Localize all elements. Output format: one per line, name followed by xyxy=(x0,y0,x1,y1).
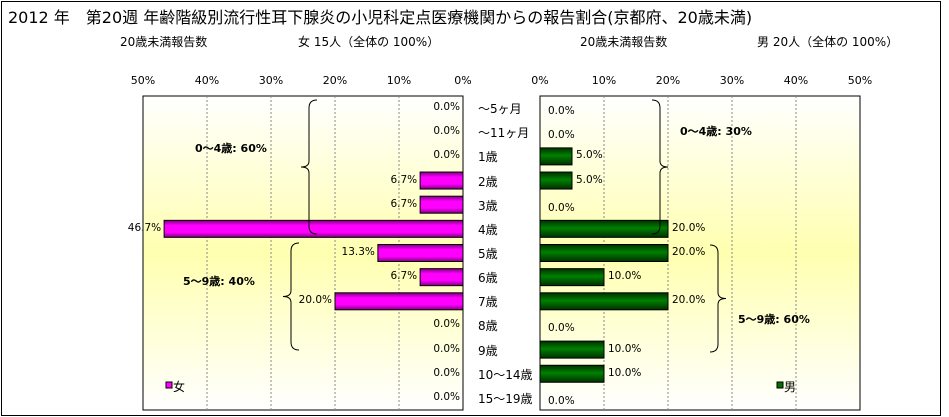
female-data-label: 46.7% xyxy=(127,221,162,234)
female-bar xyxy=(334,292,464,311)
female-x-tick: 50% xyxy=(130,74,156,87)
female-brace-5-9 xyxy=(282,242,300,351)
male-bar xyxy=(539,219,669,238)
female-legend-swatch xyxy=(165,381,173,389)
male-data-label: 0.0% xyxy=(548,201,575,214)
male-data-label: 20.0% xyxy=(672,246,706,258)
male-brace-5-9 xyxy=(709,244,727,353)
female-bar xyxy=(419,268,464,287)
male-subtitle-right: 男 20人（全体の 100%） xyxy=(757,35,899,49)
female-subtitle-right: 女 15人（全体の 100%） xyxy=(298,35,440,49)
category-label: 9歳 xyxy=(478,343,498,358)
category-label: 10～14歳 xyxy=(478,367,533,382)
male-annotation-0-4: 0～4歳: 30% xyxy=(680,125,752,138)
female-data-label: 0.0% xyxy=(433,101,460,114)
male-annotation-5-9: 5～9歳: 60% xyxy=(738,313,810,326)
female-x-tick: 40% xyxy=(194,74,220,87)
male-x-tick: 0% xyxy=(531,74,549,87)
male-x-tick: 50% xyxy=(847,74,873,87)
female-data-label: 0.0% xyxy=(433,125,460,138)
female-x-tick: 0% xyxy=(454,74,472,87)
male-x-tick: 10% xyxy=(591,74,617,87)
female-data-label: 6.7% xyxy=(390,173,418,186)
male-data-label: 20.0% xyxy=(672,221,706,234)
female-data-label: 6.7% xyxy=(390,270,418,283)
male-data-label: 10.0% xyxy=(608,342,642,355)
male-bar xyxy=(539,364,605,383)
male-bar xyxy=(539,171,573,190)
female-data-label: 0.0% xyxy=(433,149,460,162)
category-label: 5歳 xyxy=(478,247,498,261)
female-data-label: 13.3% xyxy=(341,246,375,258)
category-label: ～5ヶ月 xyxy=(478,102,522,117)
male-data-label: 0.0% xyxy=(548,322,575,335)
female-annotation-0-4: 0～4歳: 60% xyxy=(195,142,267,155)
male-bar xyxy=(539,340,605,359)
male-data-label: 5.0% xyxy=(576,149,603,162)
female-legend-label: 女 xyxy=(173,380,186,394)
category-label: 1歳 xyxy=(478,150,498,165)
category-label: 2歳 xyxy=(478,174,498,189)
male-x-tick: 20% xyxy=(655,74,681,87)
chart-title: 2012 年 第20週 年齢階級別流行性耳下腺炎の小児科定点医療機関からの報告割… xyxy=(8,8,753,27)
female-bar xyxy=(163,219,464,238)
category-label: ～11ヶ月 xyxy=(478,126,530,141)
female-annotation-5-9: 5～9歳: 40% xyxy=(183,275,255,288)
female-data-label: 20.0% xyxy=(298,294,332,307)
female-bar xyxy=(419,171,464,190)
category-label: 6歳 xyxy=(478,271,498,286)
category-label: 7歳 xyxy=(478,295,498,310)
female-brace-0-4 xyxy=(300,99,318,235)
female-x-tick: 20% xyxy=(322,74,348,87)
female-subtitle-left: 20歳未満報告数 xyxy=(120,35,208,49)
male-legend-label: 男 xyxy=(784,380,797,394)
female-bar xyxy=(377,244,464,262)
male-x-tick: 30% xyxy=(719,74,745,87)
male-bar xyxy=(539,147,573,166)
female-data-label: 0.0% xyxy=(433,318,460,331)
male-data-label: 10.0% xyxy=(608,270,642,283)
male-bar xyxy=(539,244,669,262)
female-data-label: 0.0% xyxy=(433,390,460,403)
male-brace-0-4 xyxy=(651,99,669,235)
male-data-label: 5.0% xyxy=(576,173,603,186)
male-data-label: 10.0% xyxy=(608,366,642,379)
female-data-label: 0.0% xyxy=(433,342,460,355)
category-label: 15～19歳 xyxy=(478,391,533,406)
category-label: 3歳 xyxy=(478,198,498,213)
male-data-label: 0.0% xyxy=(548,129,575,142)
male-data-label: 0.0% xyxy=(548,394,575,407)
female-data-label: 6.7% xyxy=(390,197,418,210)
male-bar xyxy=(539,292,669,311)
male-legend-swatch xyxy=(776,381,784,389)
female-bar xyxy=(419,195,464,214)
category-label: 8歳 xyxy=(478,319,498,334)
female-data-label: 0.0% xyxy=(433,366,460,379)
female-x-tick: 10% xyxy=(386,74,412,87)
male-data-label: 0.0% xyxy=(548,105,575,118)
male-x-tick: 40% xyxy=(783,74,809,87)
female-x-tick: 30% xyxy=(258,74,284,87)
male-subtitle-left: 20歳未満報告数 xyxy=(580,35,668,49)
male-data-label: 20.0% xyxy=(672,294,706,307)
male-bar xyxy=(539,268,605,287)
category-label: 4歳 xyxy=(478,222,498,237)
